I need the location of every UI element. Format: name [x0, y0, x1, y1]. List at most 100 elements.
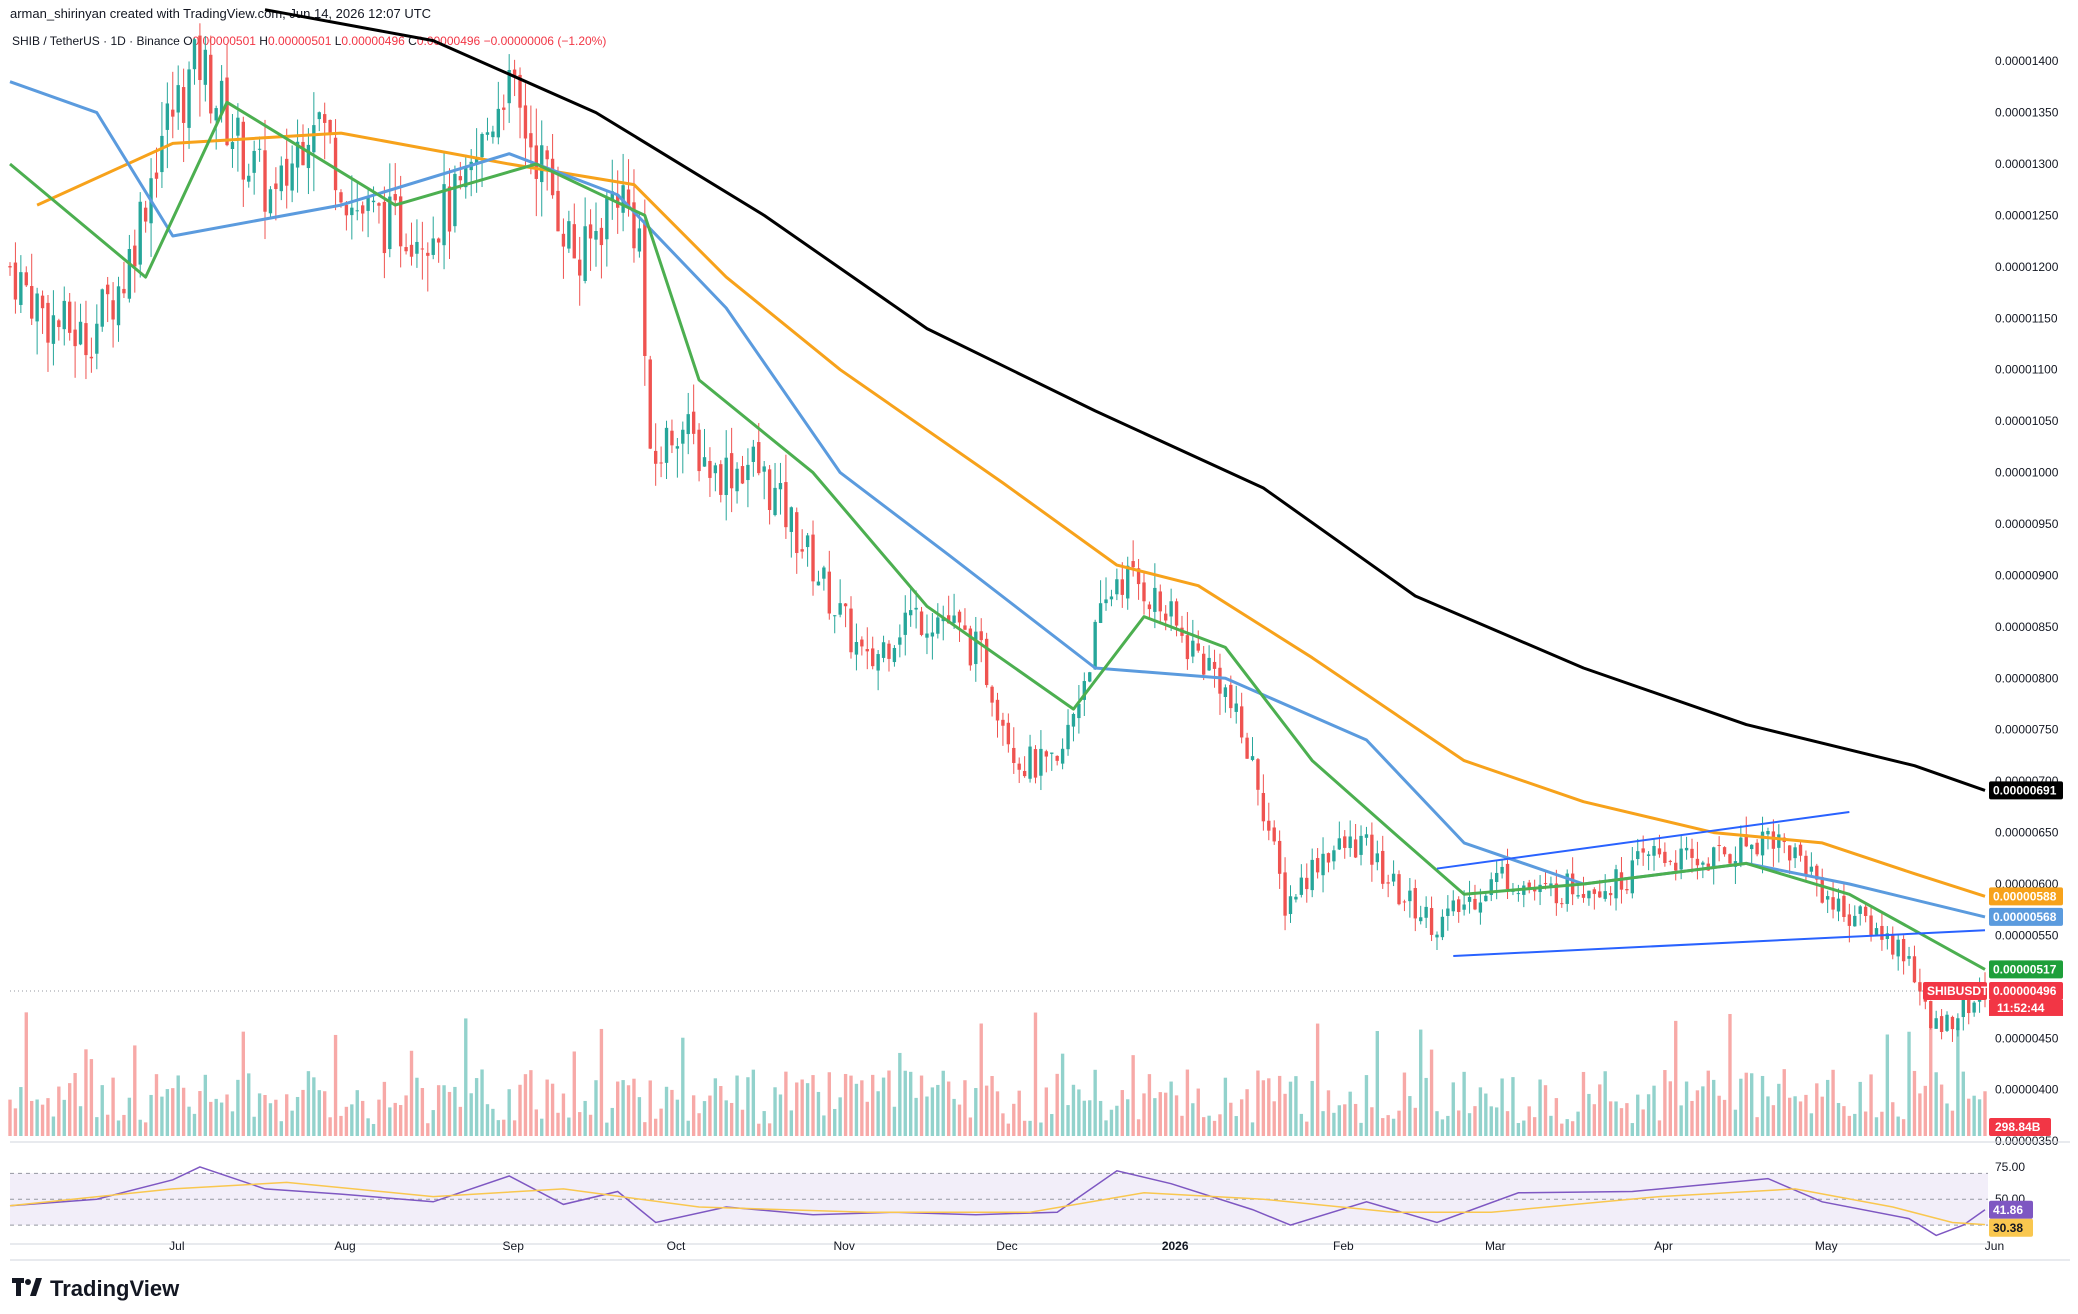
candle-body — [1272, 827, 1276, 842]
candle-body — [1429, 908, 1434, 935]
volume-bar — [1419, 1029, 1423, 1136]
candle-body — [176, 85, 180, 113]
candle-body — [214, 108, 218, 121]
candle-body — [1359, 835, 1363, 855]
ohlc-open: 0.00000501 — [192, 34, 256, 48]
candle-body — [1755, 842, 1759, 855]
candle-body — [1929, 1001, 1933, 1029]
volume-bar — [767, 1123, 772, 1136]
price-tag-label: 0.00000517 — [1993, 962, 2057, 976]
candle-body — [963, 625, 967, 630]
ohlc-close: 0.00000496 — [416, 34, 481, 48]
volume-bar — [1777, 1083, 1781, 1136]
candle-body — [757, 442, 761, 474]
candle-body — [697, 429, 701, 472]
volume-bar — [1663, 1070, 1667, 1136]
volume-bar — [453, 1086, 457, 1136]
volume-bar — [1494, 1107, 1499, 1136]
volume-bar — [1158, 1092, 1162, 1136]
candle-body — [1267, 820, 1271, 831]
candle-body — [382, 201, 387, 254]
volume-bar — [757, 1123, 761, 1136]
volume-bar — [1836, 1102, 1841, 1136]
volume-bar — [496, 1120, 501, 1136]
candle-body — [1457, 899, 1461, 913]
volume-bar — [1809, 1113, 1814, 1136]
volume-bar — [1359, 1122, 1363, 1136]
volume-bar — [377, 1099, 381, 1136]
candle-body — [572, 224, 576, 259]
candle-body — [485, 132, 490, 135]
candle-body — [51, 315, 56, 344]
candle-body — [1158, 591, 1162, 612]
candle-body — [19, 272, 23, 305]
volume-bar — [887, 1070, 891, 1136]
rsi-pane[interactable] — [9, 1166, 1988, 1245]
volume-bar — [209, 1101, 213, 1136]
candle-body — [474, 158, 479, 165]
volume-bar — [1977, 1099, 1982, 1136]
volume-bar — [621, 1080, 625, 1136]
volume-bar — [1652, 1085, 1656, 1136]
candle-body — [838, 603, 842, 615]
volume-bar — [1690, 1100, 1694, 1136]
candle-body — [57, 320, 61, 328]
volume-bar — [236, 1079, 240, 1136]
volume-bar — [1646, 1094, 1651, 1136]
volume-bar — [339, 1115, 343, 1136]
volume-bar — [534, 1109, 538, 1136]
volume-bar — [171, 1088, 175, 1136]
candle-body — [1093, 621, 1097, 670]
volume-bar — [1093, 1069, 1097, 1136]
volume-bar — [1386, 1115, 1390, 1136]
volume-bar — [290, 1110, 294, 1136]
candle-body — [512, 69, 517, 78]
candle-body — [1185, 635, 1190, 660]
volume-bar — [62, 1099, 66, 1136]
volume-bar — [968, 1117, 973, 1136]
candle-body — [1956, 1018, 1960, 1031]
candle-body — [1375, 853, 1379, 863]
candle-body — [1934, 1018, 1938, 1029]
candle-body — [1120, 579, 1124, 595]
candle-body — [1885, 933, 1890, 939]
symbol-name[interactable]: SHIB / TetherUS · 1D · Binance — [12, 34, 180, 48]
volume-bar — [1082, 1100, 1086, 1136]
candle-body — [632, 202, 636, 249]
volume-bar — [708, 1095, 712, 1136]
tradingview-logo[interactable]: TradingView — [12, 1276, 179, 1302]
volume-bar — [1934, 1072, 1938, 1136]
volume-bar — [1440, 1119, 1445, 1136]
volume-bar — [995, 1091, 1000, 1136]
candle-body — [860, 639, 864, 647]
volume-bar — [919, 1075, 924, 1136]
volume-bar — [1017, 1090, 1021, 1136]
rsi-line — [9, 1166, 1986, 1237]
candle-body — [1408, 890, 1412, 902]
volume-bar — [507, 1089, 511, 1136]
volume-bar — [1429, 1049, 1434, 1136]
price-pane[interactable] — [8, 8, 1995, 1042]
candle-body — [871, 648, 875, 667]
channel-trendline — [1436, 811, 1850, 870]
candle-body — [1077, 703, 1081, 719]
candle-body — [122, 288, 126, 294]
volume-bar — [550, 1083, 555, 1136]
candle-body — [1603, 891, 1607, 899]
volume-bar — [1983, 1091, 1987, 1136]
volume-bar — [1397, 1110, 1401, 1136]
candle-body — [263, 150, 267, 212]
volume-bar — [909, 1071, 913, 1136]
candle-body — [1229, 684, 1233, 709]
volume-bar — [914, 1097, 918, 1136]
volume-bar — [1885, 1034, 1890, 1136]
candle-body — [1364, 834, 1369, 838]
candle-body — [800, 549, 804, 552]
volume-bar — [409, 1050, 414, 1136]
candle-body — [1896, 939, 1900, 957]
volume-bar — [1695, 1090, 1700, 1136]
candle-body — [729, 453, 734, 489]
candle-body — [491, 131, 495, 138]
rsi-tag-label: 41.86 — [1993, 1203, 2023, 1217]
